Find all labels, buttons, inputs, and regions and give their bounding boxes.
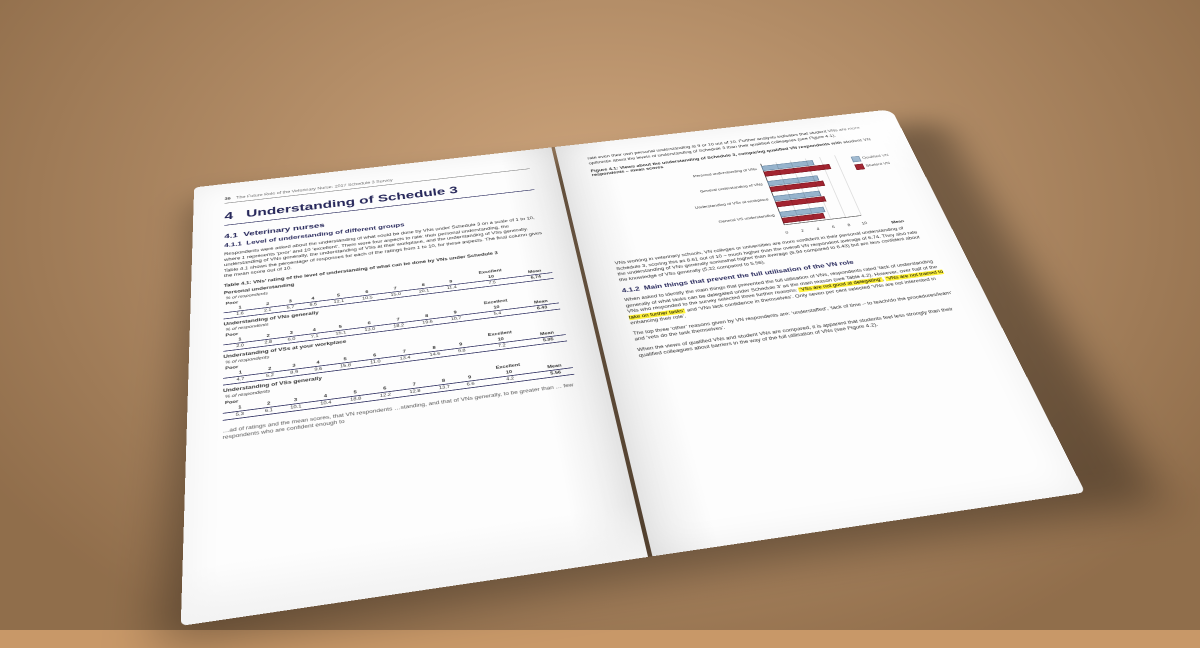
chart-category-label: Personal understanding of VNs [668,168,758,182]
page-number: 36 [225,197,231,201]
chart-legend: Qualified VN Student VN [850,153,894,173]
chart-category-label: General understanding of VNs [673,183,764,197]
chart-category-label: General VS understanding [682,214,775,228]
chart-category-label: Understanding of VSs at workplace [677,199,769,213]
chart-x-axis-title: Mean [891,220,905,225]
